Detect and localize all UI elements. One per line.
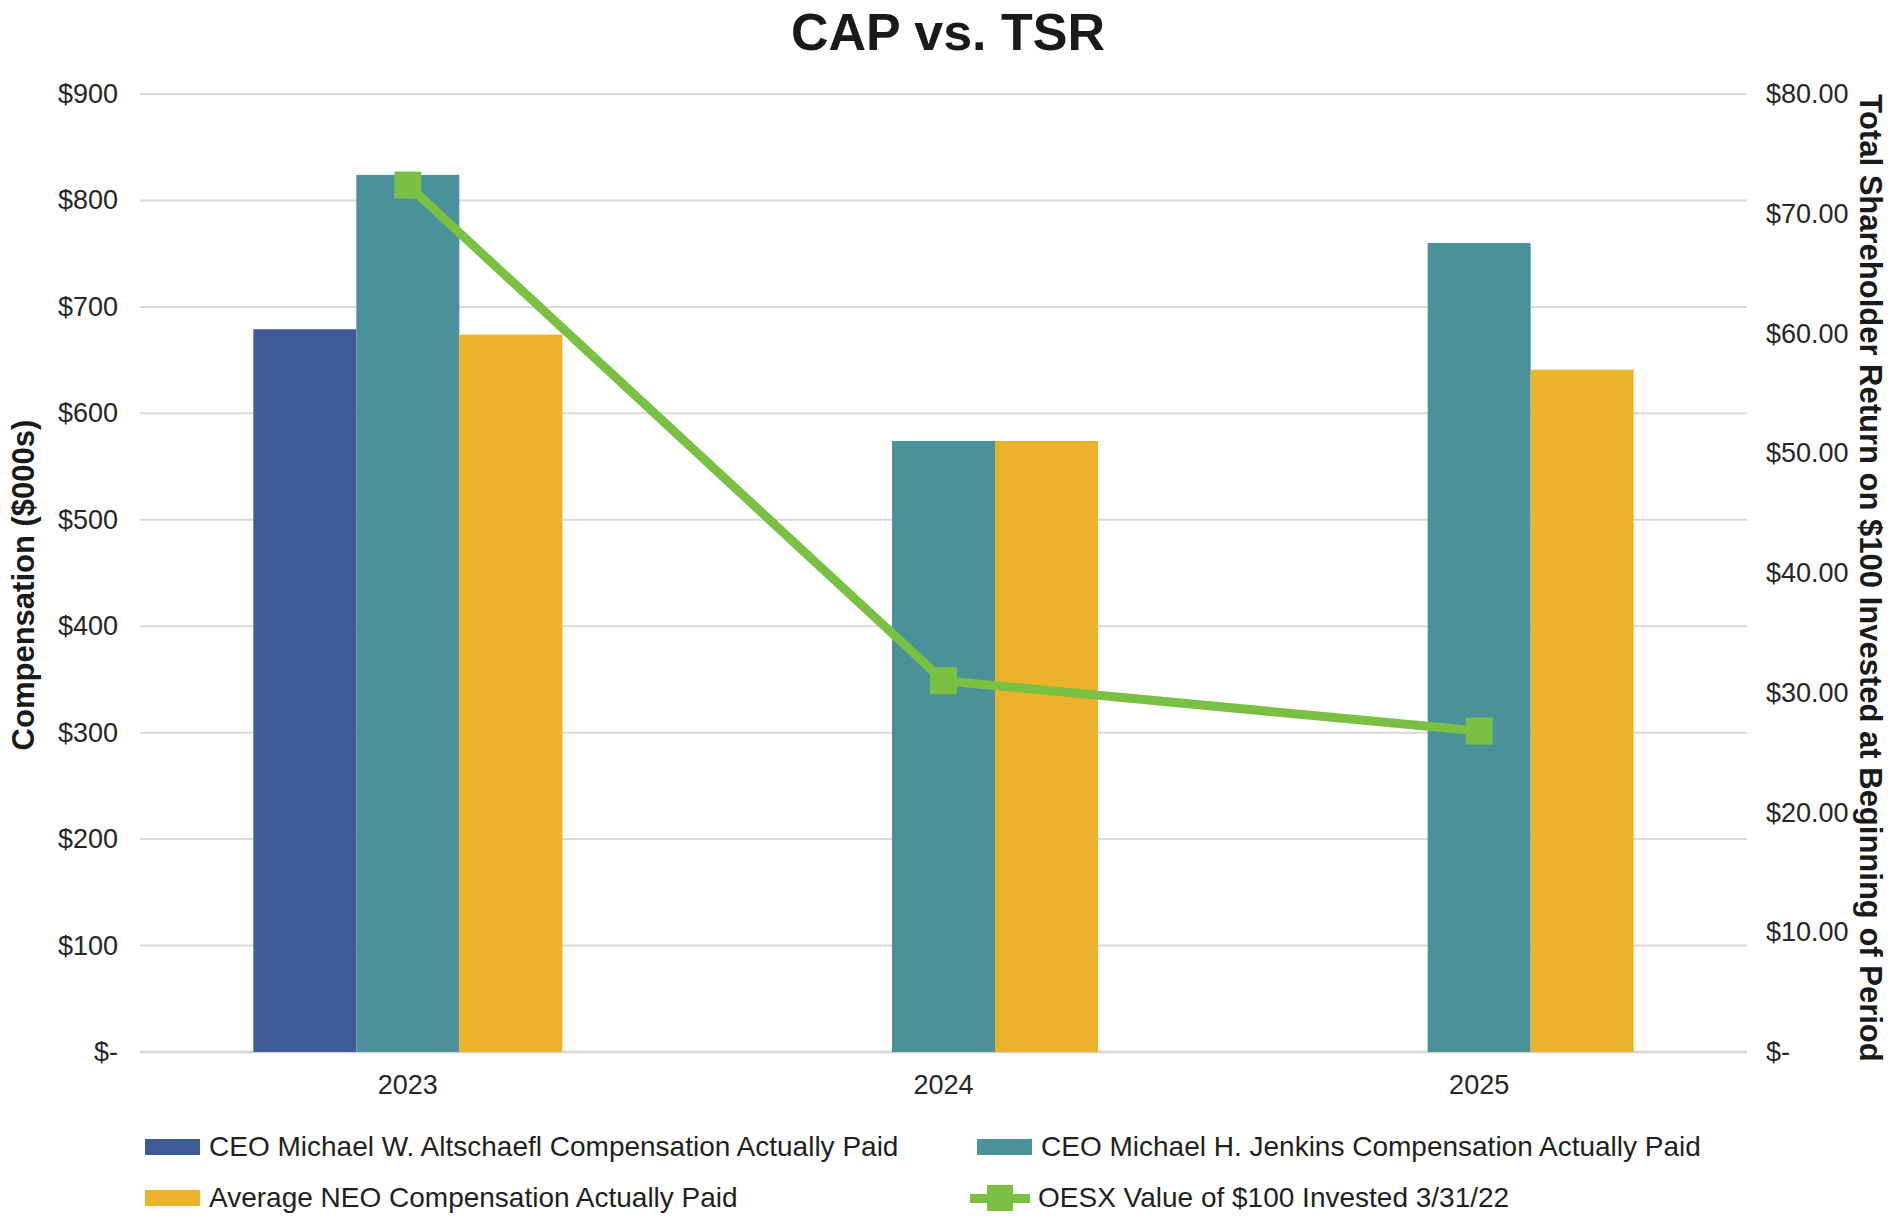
bar-series3-2023 [459,335,562,1052]
right-tick-$50.00: $50.00 [1766,438,1849,468]
left-tick-$100: $100 [0,931,118,961]
legend-line-marker-icon [970,1184,1030,1212]
right-tick-$60.00: $60.00 [1766,319,1849,349]
bar-series2-2024 [892,441,995,1052]
right-tick-$70.00: $70.00 [1766,199,1849,229]
legend-item: CEO Michael H. Jenkins Compensation Actu… [977,1132,1701,1162]
bar-series2-2023 [356,175,459,1052]
legend-item: Average NEO Compensation Actually Paid [145,1183,738,1213]
left-tick-$700: $700 [0,292,118,322]
bar-series2-2025 [1428,243,1531,1052]
tsr-marker-2024 [930,667,957,694]
right-tick-$40.00: $40.00 [1766,558,1849,588]
left-tick-$-: $- [0,1037,118,1067]
right-tick-$80.00: $80.00 [1766,79,1849,109]
left-tick-$300: $300 [0,718,118,748]
legend-label: OESX Value of $100 Invested 3/31/22 [1038,1182,1509,1214]
legend-item: OESX Value of $100 Invested 3/31/22 [970,1183,1509,1213]
right-tick-$-: $- [1766,1037,1790,1067]
legend-square-marker [987,1185,1013,1211]
legend-label: CEO Michael H. Jenkins Compensation Actu… [1041,1131,1701,1163]
legend-label: Average NEO Compensation Actually Paid [209,1182,738,1214]
legend-label: CEO Michael W. Altschaefl Compensation A… [209,1131,898,1163]
legend-swatch-icon [977,1139,1032,1155]
bar-series3-2025 [1531,370,1634,1052]
right-tick-$30.00: $30.00 [1766,678,1849,708]
bar-series1-2023 [253,329,356,1052]
x-label-2023: 2023 [298,1070,518,1101]
left-tick-$400: $400 [0,611,118,641]
tsr-marker-2023 [394,172,421,199]
bar-series3-2024 [995,441,1098,1052]
left-tick-$800: $800 [0,185,118,215]
left-tick-$900: $900 [0,79,118,109]
plot-area [0,0,1896,1221]
left-tick-$200: $200 [0,824,118,854]
legend-item: CEO Michael W. Altschaefl Compensation A… [145,1132,898,1162]
cap-vs-tsr-chart: CAP vs. TSR Compensation ($000s) Total S… [0,0,1896,1221]
right-tick-$10.00: $10.00 [1766,917,1849,947]
legend-swatch-icon [145,1190,200,1206]
left-tick-$600: $600 [0,398,118,428]
legend-swatch-icon [145,1139,200,1155]
left-tick-$500: $500 [0,505,118,535]
x-label-2024: 2024 [834,1070,1054,1101]
tsr-marker-2025 [1466,718,1493,745]
right-tick-$20.00: $20.00 [1766,798,1849,828]
x-label-2025: 2025 [1369,1070,1589,1101]
